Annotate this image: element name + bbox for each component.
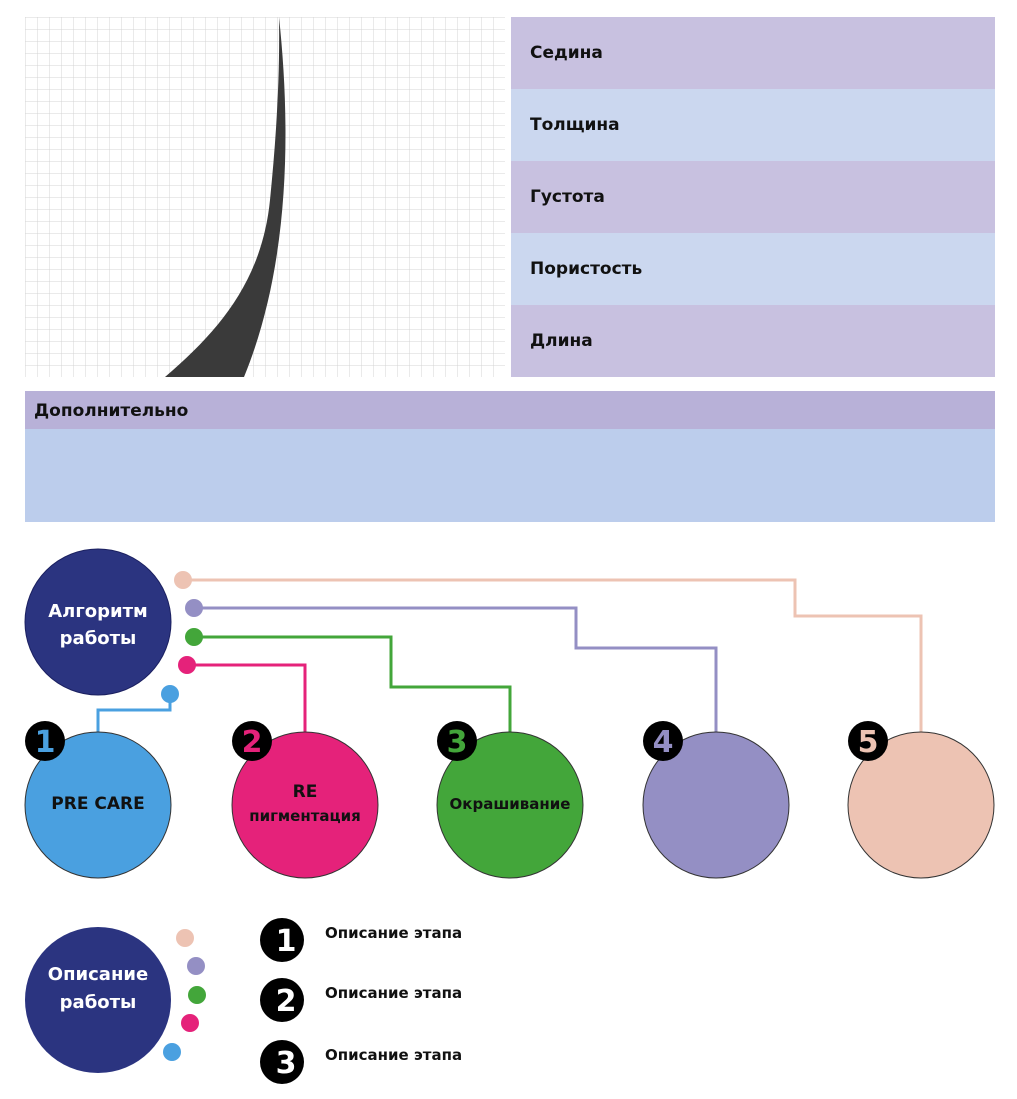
stage-label: Окрашивание (450, 795, 571, 813)
connector-stage-2 (187, 663, 307, 732)
additional-title: Дополнительно (34, 401, 188, 421)
stage-3[interactable]: 3 Окрашивание (436, 721, 584, 879)
param-label: Длина (530, 331, 593, 351)
step-number: 2 (276, 984, 297, 1019)
stage-number-badge (848, 721, 888, 761)
description-title-line1: Описание (48, 964, 148, 985)
stage-label: PRE CARE (51, 794, 144, 814)
param-row (511, 17, 995, 89)
step-description: Описание этапа (325, 924, 462, 942)
stage-1[interactable]: 1 PRE CARE (24, 721, 172, 879)
stage-number-badge (232, 721, 272, 761)
description-list: 1 Описание этапа 2 Описание этапа 3 Описание … (260, 918, 462, 1084)
param-label: Пористость (530, 259, 642, 279)
stage-4[interactable]: 4 (642, 721, 790, 879)
connector-stage-3 (194, 635, 512, 732)
step-number-badge (260, 918, 304, 962)
description-item: 1 Описание этапа (260, 918, 462, 962)
algorithm-title-line1: Алгоритм (48, 601, 148, 622)
step-number: 3 (276, 1046, 297, 1081)
connector-stage-1 (96, 694, 172, 732)
stage-5[interactable]: 5 (847, 721, 995, 879)
param-label: Седина (530, 43, 603, 63)
step-number-badge (260, 1040, 304, 1084)
param-row (511, 161, 995, 233)
stage-number: 1 (35, 725, 56, 760)
step-number-badge (260, 978, 304, 1022)
param-row (511, 233, 995, 305)
connector-stage-4 (194, 606, 718, 732)
stage-circles: 1 PRE CARE 2 RE пигментация 3 Окрашивание 4 5 (24, 721, 995, 879)
step-description: Описание этапа (325, 984, 462, 1002)
stage-number: 2 (242, 725, 263, 760)
hair-grid (25, 17, 505, 377)
stage-number-badge (437, 721, 477, 761)
stage-label-line2: пигментация (249, 807, 361, 825)
connector-dots (161, 571, 203, 703)
hair-strand-shape (165, 17, 286, 377)
description-item: 2 Описание этапа (260, 978, 462, 1022)
stage-number: 4 (653, 725, 674, 760)
param-row (511, 305, 995, 377)
algorithm-hub: Алгоритм работы (24, 548, 172, 696)
param-row (511, 89, 995, 161)
stage-2[interactable]: 2 RE пигментация (231, 721, 379, 879)
description-hub: Описание работы (25, 927, 206, 1073)
stage-number-badge (643, 721, 683, 761)
stage-number-badge (25, 721, 65, 761)
step-description: Описание этапа (325, 1046, 462, 1064)
connector-stage-5 (183, 578, 923, 732)
description-title-line2: работы (60, 992, 137, 1013)
connector-lines (96, 578, 923, 732)
hair-params-table: Седина Толщина Густота Пористость Длина (511, 17, 995, 377)
stage-number: 3 (447, 725, 468, 760)
step-number: 1 (276, 924, 297, 959)
param-label: Толщина (530, 115, 620, 135)
additional-section: Дополнительно (25, 391, 995, 522)
stage-number: 5 (858, 725, 879, 760)
stage-label-line1: RE (293, 782, 318, 802)
param-label: Густота (530, 187, 605, 207)
description-item: 3 Описание этапа (260, 1040, 462, 1084)
algorithm-title-line2: работы (60, 628, 137, 649)
